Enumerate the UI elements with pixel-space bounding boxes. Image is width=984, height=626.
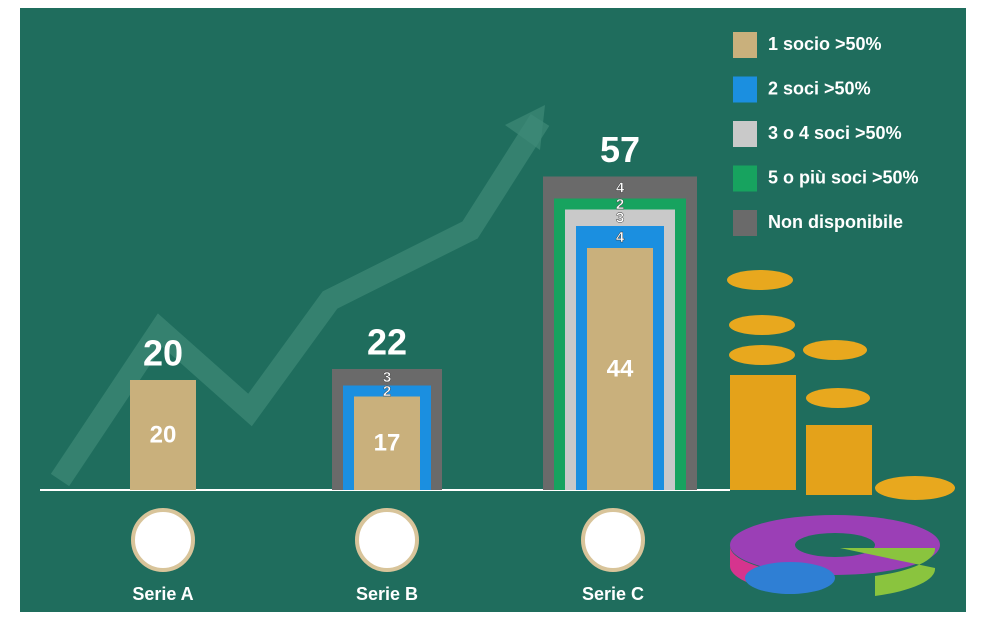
value-label: 4 [616, 179, 625, 196]
value-label: 17 [374, 430, 401, 457]
logos [131, 508, 645, 572]
legend-swatch [733, 210, 757, 236]
legend-label: 2 soci >50% [768, 78, 871, 98]
bar-segment [354, 396, 420, 490]
value-label: 4 [616, 229, 625, 246]
legend-swatch [733, 32, 757, 58]
trend-arrow [50, 114, 550, 487]
value-label: 20 [150, 421, 177, 448]
value-label: 2 [616, 196, 624, 213]
category-label: Serie A [132, 584, 193, 604]
value-label: 44 [607, 355, 634, 382]
legend-label: 3 o 4 soci >50% [768, 123, 902, 143]
arrow-head [505, 105, 545, 150]
category-label: Serie C [582, 584, 644, 604]
bar-segment [587, 248, 653, 490]
legend-swatch [733, 76, 757, 103]
legend-label: Non disponibile [768, 212, 903, 232]
total-label: 20 [143, 333, 183, 374]
total-label: 22 [367, 322, 407, 363]
coins [727, 270, 955, 596]
value-label: 2 [383, 383, 391, 400]
legend-swatch [733, 121, 757, 147]
bar-segment [130, 380, 196, 490]
total-label: 57 [600, 129, 640, 170]
background [20, 8, 966, 612]
category-label: Serie B [356, 584, 418, 604]
value-label: 3 [616, 210, 624, 227]
legend-label: 1 socio >50% [768, 34, 882, 54]
value-label: 3 [383, 369, 391, 386]
legend-label: 5 o più soci >50% [768, 167, 919, 187]
legend-swatch [733, 165, 757, 192]
